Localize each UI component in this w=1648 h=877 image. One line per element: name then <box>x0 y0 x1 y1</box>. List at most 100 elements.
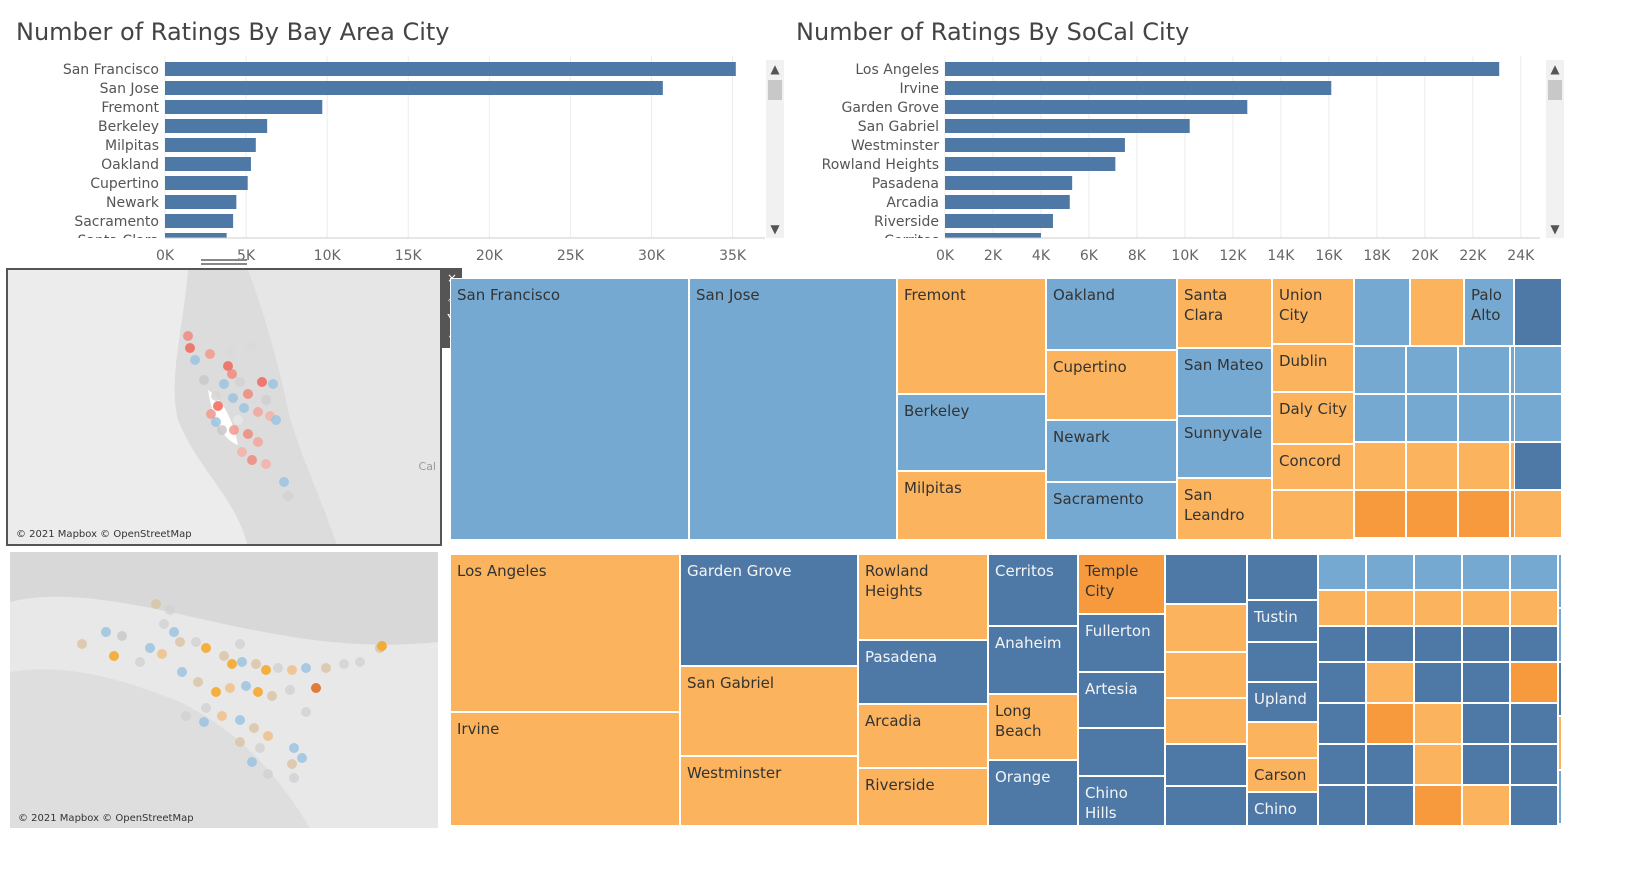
map-dot[interactable] <box>145 643 155 653</box>
map-dot[interactable] <box>261 395 271 405</box>
treemap-tile[interactable] <box>1558 554 1562 608</box>
bar[interactable] <box>945 138 1125 152</box>
treemap-tile[interactable] <box>1462 590 1510 626</box>
map-dot[interactable] <box>255 743 265 753</box>
treemap-tile[interactable] <box>1366 662 1414 703</box>
treemap-tile[interactable]: San Francisco <box>450 278 689 540</box>
map-dot[interactable] <box>243 389 253 399</box>
treemap-tile[interactable]: Chino <box>1247 792 1318 826</box>
treemap-tile[interactable]: Sunnyvale <box>1177 416 1272 478</box>
treemap-tile[interactable]: Rowland Heights <box>858 554 988 640</box>
treemap-tile[interactable] <box>1366 554 1414 590</box>
map-dot[interactable] <box>183 331 193 341</box>
scroll-thumb[interactable] <box>768 80 782 100</box>
treemap-tile[interactable] <box>1247 722 1318 758</box>
map-dot[interactable] <box>263 769 273 779</box>
treemap-tile[interactable]: San Jose <box>689 278 897 540</box>
bar[interactable] <box>945 195 1070 209</box>
bar[interactable] <box>165 62 736 76</box>
treemap-tile[interactable]: Westminster <box>680 756 858 826</box>
scroll-up-arrow-icon[interactable]: ▲ <box>770 62 780 76</box>
treemap-tile[interactable] <box>1458 394 1510 442</box>
treemap-tile[interactable]: Fullerton <box>1078 614 1165 672</box>
treemap-tile[interactable] <box>1406 394 1458 442</box>
map-dot[interactable] <box>185 343 195 353</box>
treemap-tile[interactable] <box>1078 728 1165 776</box>
treemap-tile[interactable] <box>1366 785 1414 826</box>
map-dot[interactable] <box>227 659 237 669</box>
map-dot[interactable] <box>151 599 161 609</box>
treemap-tile[interactable]: Sacramento <box>1046 482 1177 540</box>
map-dot[interactable] <box>165 605 175 615</box>
map-dot[interactable] <box>246 341 256 351</box>
treemap-tile[interactable]: Tustin <box>1247 600 1318 642</box>
map-dot[interactable] <box>193 677 203 687</box>
treemap-tile[interactable] <box>1272 490 1354 540</box>
treemap-tile[interactable]: Arcadia <box>858 704 988 768</box>
treemap-tile[interactable]: Artesia <box>1078 672 1165 728</box>
map-dot[interactable] <box>377 641 387 651</box>
treemap-tile[interactable]: Orange <box>988 760 1078 826</box>
map-dot[interactable] <box>228 393 238 403</box>
treemap-tile[interactable] <box>1318 703 1366 744</box>
bar[interactable] <box>165 233 227 238</box>
map-dot[interactable] <box>77 639 87 649</box>
map-dot[interactable] <box>235 715 245 725</box>
map-dot[interactable] <box>273 663 283 673</box>
treemap-tile[interactable] <box>1354 394 1406 442</box>
map-dot[interactable] <box>201 643 211 653</box>
treemap-tile[interactable] <box>1354 346 1406 394</box>
treemap-tile[interactable] <box>1366 590 1414 626</box>
treemap-tile[interactable]: Newark <box>1046 420 1177 482</box>
treemap-tile[interactable]: Irvine <box>450 712 680 826</box>
treemap-tile[interactable]: Temple City <box>1078 554 1165 614</box>
treemap-tile[interactable] <box>1414 785 1462 826</box>
treemap-tile[interactable] <box>1462 554 1510 590</box>
map-dot[interactable] <box>247 757 257 767</box>
map-dot[interactable] <box>213 401 223 411</box>
map-dot[interactable] <box>109 651 119 661</box>
bar[interactable] <box>945 176 1073 190</box>
map-dot[interactable] <box>169 627 179 637</box>
map-dot[interactable] <box>219 379 229 389</box>
treemap-tile[interactable] <box>1462 785 1510 826</box>
treemap-tile[interactable] <box>1354 442 1406 490</box>
bar[interactable] <box>165 81 663 95</box>
treemap-tile[interactable]: Palo Alto <box>1464 278 1514 346</box>
bar[interactable] <box>165 100 323 114</box>
bar[interactable] <box>945 62 1500 76</box>
map-dot[interactable] <box>271 415 281 425</box>
treemap-tile[interactable]: Cerritos <box>988 554 1078 626</box>
map-dot[interactable] <box>249 723 259 733</box>
scroll-down-arrow-icon[interactable]: ▼ <box>1550 222 1560 236</box>
map-dot[interactable] <box>279 477 289 487</box>
map-dot[interactable] <box>211 417 221 427</box>
map-dot[interactable] <box>283 491 293 501</box>
map-dot[interactable] <box>177 667 187 677</box>
map-dot[interactable] <box>101 627 111 637</box>
treemap-tile[interactable]: Anaheim <box>988 626 1078 694</box>
map-dot[interactable] <box>225 347 235 357</box>
map-dot[interactable] <box>339 659 349 669</box>
treemap-tile[interactable]: San Mateo <box>1177 348 1272 416</box>
treemap-tile[interactable] <box>1510 626 1558 662</box>
map-dot[interactable] <box>311 683 321 693</box>
map-dot[interactable] <box>227 369 237 379</box>
treemap-tile[interactable]: Santa Clara <box>1177 278 1272 348</box>
treemap-tile[interactable] <box>1414 626 1462 662</box>
treemap-tile[interactable] <box>1510 785 1558 826</box>
bar[interactable] <box>945 81 1332 95</box>
treemap-tile[interactable] <box>1165 786 1247 826</box>
map-dot[interactable] <box>321 663 331 673</box>
bar[interactable] <box>165 157 251 171</box>
bar[interactable] <box>165 138 256 152</box>
treemap-tile[interactable] <box>1247 554 1318 600</box>
treemap-tile[interactable] <box>1510 744 1558 785</box>
treemap-tile[interactable] <box>1458 442 1510 490</box>
map-dot[interactable] <box>289 773 299 783</box>
treemap-tile[interactable]: Carson <box>1247 758 1318 792</box>
map-dot[interactable] <box>235 377 245 387</box>
map-dot[interactable] <box>239 403 249 413</box>
map-dot[interactable] <box>247 455 257 465</box>
socal-map[interactable]: © 2021 Mapbox © OpenStreetMap <box>10 552 438 828</box>
